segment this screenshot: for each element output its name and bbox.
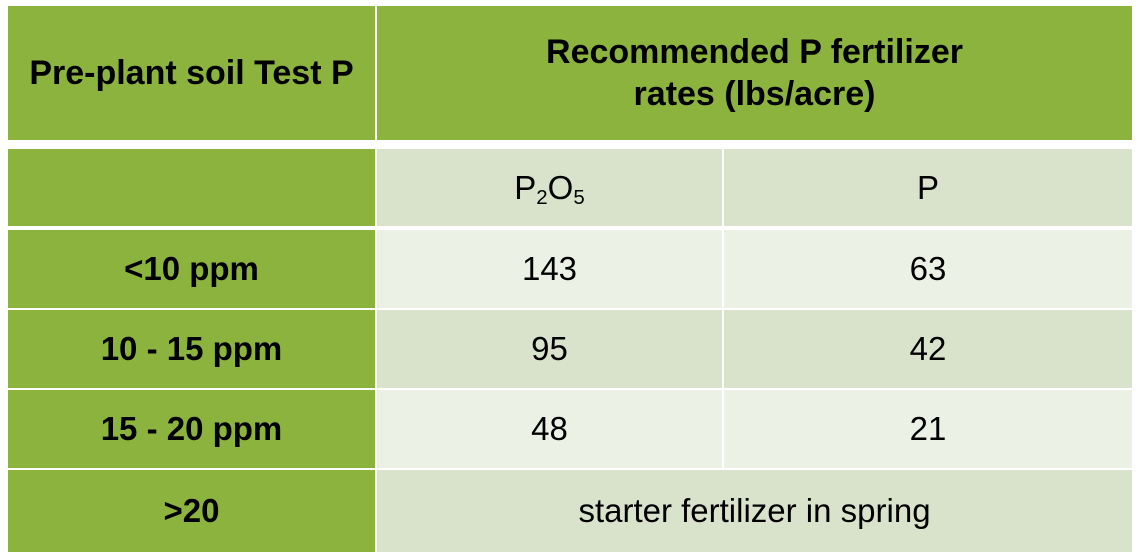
row-p2o5-lt10: 143 [377,230,722,308]
row-p2o5-value: 95 [531,330,568,368]
row-p-value: 63 [909,250,947,288]
row-label-text: <10 ppm [124,250,259,288]
subheader-empty-cell [8,149,375,226]
header-recommended-rates: Recommended P fertilizer rates (lbs/acre… [377,6,1132,140]
row-value-gt20: starter fertilizer in spring [377,470,1132,552]
row-p-15-20: 21 [724,390,1132,468]
row-p2o5-value: 48 [531,410,568,448]
row-p2o5-10-15: 95 [377,310,722,388]
row-p-10-15: 42 [724,310,1132,388]
row-p-lt10: 63 [724,230,1132,308]
header-soil-test-p-label: Pre-plant soil Test P [29,53,354,92]
subheader-p: P [724,149,1132,226]
row-label-text: 15 - 20 ppm [100,410,283,448]
row-label-text: 10 - 15 ppm [100,330,283,368]
row-label-10-15: 10 - 15 ppm [8,310,375,388]
row-label-15-20: 15 - 20 ppm [8,390,375,468]
row-p2o5-value: 143 [521,250,578,288]
fertilizer-rates-table: Pre-plant soil Test P Recommended P fert… [8,6,1132,552]
header-recommended-rates-label: Recommended P fertilizer rates (lbs/acre… [546,32,963,114]
row-p-value: 21 [909,410,947,448]
row-merged-value: starter fertilizer in spring [578,492,931,530]
row-label-gt20: >20 [8,470,375,552]
row-p-value: 42 [909,330,947,368]
subheader-p-label: P [916,168,939,206]
subheader-p2o5: P2O5 [377,149,722,226]
row-p2o5-15-20: 48 [377,390,722,468]
row-label-lt10: <10 ppm [8,230,375,308]
header-soil-test-p: Pre-plant soil Test P [8,6,375,140]
row-label-text: >20 [163,492,220,530]
subheader-p2o5-label: P2O5 [514,168,585,209]
